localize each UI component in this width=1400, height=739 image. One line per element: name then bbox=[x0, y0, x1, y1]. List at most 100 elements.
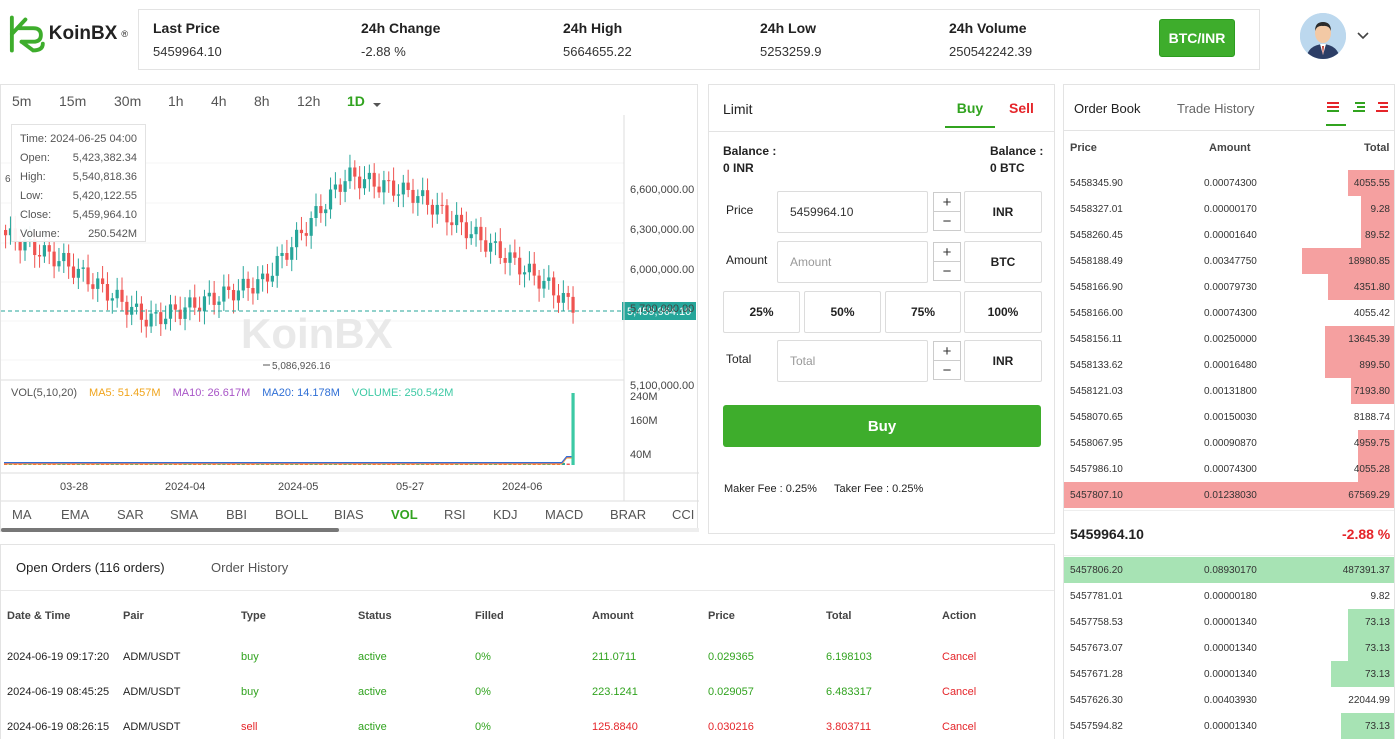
price-input[interactable]: 5459964.10 bbox=[777, 191, 928, 233]
order-book-row[interactable]: 5458260.45 0.00001640 89.52 bbox=[1064, 222, 1394, 248]
candle-body bbox=[222, 286, 226, 302]
total-input[interactable]: Total bbox=[777, 340, 928, 382]
book-price: 5458188.49 bbox=[1070, 256, 1123, 267]
timeframe-caret-icon[interactable] bbox=[372, 96, 382, 114]
total-minus-button[interactable]: − bbox=[933, 360, 961, 380]
ma10-legend: MA10: 26.617M bbox=[172, 387, 251, 399]
indicator-sma[interactable]: SMA bbox=[170, 507, 199, 522]
tab-buy[interactable]: Buy bbox=[945, 100, 995, 128]
order-book-row[interactable]: 5458070.65 0.00150030 8188.74 bbox=[1064, 404, 1394, 430]
indicator-bias[interactable]: BIAS bbox=[334, 507, 364, 522]
stat-last-price: Last Price 5459964.10 bbox=[153, 20, 222, 59]
chevron-down-icon[interactable] bbox=[1356, 28, 1370, 44]
timeframe-12h[interactable]: 12h bbox=[297, 93, 321, 109]
koinbx-logo[interactable]: KoinBX ® bbox=[8, 12, 128, 56]
candle-body bbox=[81, 267, 85, 269]
candle-body bbox=[91, 284, 95, 289]
book-total: 4055.42 bbox=[1353, 308, 1390, 319]
order-book-row[interactable]: 5458345.90 0.00074300 4055.55 bbox=[1064, 170, 1394, 196]
price-minus-button[interactable]: − bbox=[933, 211, 961, 231]
indicator-scroll-track[interactable] bbox=[1, 528, 699, 532]
indicator-sar[interactable]: SAR bbox=[117, 507, 144, 522]
pct-100-button[interactable]: 100% bbox=[964, 291, 1042, 333]
pct-25-button[interactable]: 25% bbox=[723, 291, 800, 333]
balance-inr-label: Balance : bbox=[723, 144, 777, 158]
balance-btc-value: 0 BTC bbox=[990, 161, 1025, 175]
order-book-row[interactable]: 5458156.11 0.00250000 13645.39 bbox=[1064, 326, 1394, 352]
order-book-row[interactable]: 5457806.20 0.08930170 487391.37 bbox=[1064, 557, 1394, 583]
candle-body bbox=[552, 277, 556, 296]
tab-sell[interactable]: Sell bbox=[1009, 100, 1034, 116]
indicator-cci[interactable]: CCI bbox=[672, 507, 695, 522]
tab-open-orders[interactable]: Open Orders (116 orders) bbox=[16, 560, 165, 575]
indicator-macd[interactable]: MACD bbox=[545, 507, 584, 522]
amount-unit: BTC bbox=[964, 241, 1042, 283]
tab-trade-history[interactable]: Trade History bbox=[1177, 101, 1255, 116]
cancel-order-button[interactable]: Cancel bbox=[942, 721, 977, 733]
book-amount: 0.00074300 bbox=[1204, 308, 1257, 319]
timeframe-1d[interactable]: 1D bbox=[347, 93, 365, 109]
candlestick-chart[interactable]: KoinBX 5,459,964.10 5,086,926.16 6 6,600… bbox=[1, 115, 699, 525]
order-book-row[interactable]: 5458327.01 0.00000170 9.28 bbox=[1064, 196, 1394, 222]
indicator-vol[interactable]: VOL bbox=[391, 507, 418, 522]
volume-bars bbox=[4, 393, 575, 465]
book-view-bids-icon[interactable] bbox=[1352, 100, 1366, 119]
order-book-row[interactable]: 5457986.10 0.00074300 4055.28 bbox=[1064, 456, 1394, 482]
cancel-order-button[interactable]: Cancel bbox=[942, 686, 977, 698]
order-book-row[interactable]: 5457673.07 0.00001340 73.13 bbox=[1064, 635, 1394, 661]
total-plus-button[interactable]: + bbox=[933, 341, 961, 361]
pct-75-button[interactable]: 75% bbox=[885, 291, 961, 333]
indicator-boll[interactable]: BOLL bbox=[275, 507, 309, 522]
book-price: 5458327.01 bbox=[1070, 204, 1123, 215]
amount-minus-button[interactable]: − bbox=[933, 261, 961, 281]
order-book-row[interactable]: 5458188.49 0.00347750 18980.85 bbox=[1064, 248, 1394, 274]
candle-body bbox=[372, 172, 376, 187]
book-price: 5457673.07 bbox=[1070, 643, 1123, 654]
book-view-both-icon[interactable] bbox=[1326, 100, 1346, 126]
orders-cell-date: 2024-06-19 09:17:20 bbox=[7, 651, 110, 663]
orders-cell-status: active bbox=[358, 721, 387, 733]
indicator-bbi[interactable]: BBI bbox=[226, 507, 247, 522]
order-book-row[interactable]: 5458067.95 0.00090870 4959.75 bbox=[1064, 430, 1394, 456]
indicator-scroll-thumb[interactable] bbox=[1, 528, 339, 532]
order-book-row[interactable]: 5458166.00 0.00074300 4055.42 bbox=[1064, 300, 1394, 326]
price-plus-button[interactable]: + bbox=[933, 192, 961, 212]
pct-50-button[interactable]: 50% bbox=[804, 291, 881, 333]
order-book-row[interactable]: 5458121.03 0.00131800 7193.80 bbox=[1064, 378, 1394, 404]
book-price: 5457806.20 bbox=[1070, 565, 1123, 576]
book-view-asks-icon[interactable] bbox=[1375, 100, 1389, 119]
order-book-row[interactable]: 5457626.30 0.00403930 22044.99 bbox=[1064, 687, 1394, 713]
order-book-row[interactable]: 5458133.62 0.00016480 899.50 bbox=[1064, 352, 1394, 378]
indicator-ema[interactable]: EMA bbox=[61, 507, 90, 522]
buy-submit-button[interactable]: Buy bbox=[723, 405, 1041, 447]
timeframe-15m[interactable]: 15m bbox=[59, 93, 87, 109]
candle-body bbox=[159, 312, 163, 325]
indicator-kdj[interactable]: KDJ bbox=[493, 507, 518, 522]
candle-body bbox=[139, 303, 143, 320]
cancel-order-button[interactable]: Cancel bbox=[942, 651, 977, 663]
order-book-row[interactable]: 5457807.10 0.01238030 67569.29 bbox=[1064, 482, 1394, 508]
book-amount: 0.00131800 bbox=[1204, 386, 1257, 397]
indicator-ma[interactable]: MA bbox=[12, 507, 32, 522]
order-type-label[interactable]: Limit bbox=[723, 101, 753, 117]
timeframe-5m[interactable]: 5m bbox=[12, 93, 32, 109]
depth-bar bbox=[1341, 713, 1394, 739]
indicator-rsi[interactable]: RSI bbox=[444, 507, 466, 522]
tab-order-book[interactable]: Order Book bbox=[1074, 101, 1141, 116]
order-book-row[interactable]: 5457758.53 0.00001340 73.13 bbox=[1064, 609, 1394, 635]
amount-input[interactable]: Amount bbox=[777, 241, 928, 283]
order-book-row[interactable]: 5458166.90 0.00079730 4351.80 bbox=[1064, 274, 1394, 300]
order-book-row[interactable]: 5457594.82 0.00001340 73.13 bbox=[1064, 713, 1394, 739]
amount-plus-button[interactable]: + bbox=[933, 242, 961, 262]
tab-order-history[interactable]: Order History bbox=[211, 560, 289, 575]
timeframe-30m[interactable]: 30m bbox=[114, 93, 142, 109]
indicator-brar[interactable]: BRAR bbox=[610, 507, 647, 522]
timeframe-1h[interactable]: 1h bbox=[168, 93, 184, 109]
order-book-row[interactable]: 5457671.28 0.00001340 73.13 bbox=[1064, 661, 1394, 687]
pair-selector-button[interactable]: BTC/INR bbox=[1159, 19, 1235, 57]
order-book-row[interactable]: 5457781.01 0.00000180 9.82 bbox=[1064, 583, 1394, 609]
candle-body bbox=[96, 278, 100, 289]
user-avatar[interactable] bbox=[1300, 13, 1346, 59]
timeframe-4h[interactable]: 4h bbox=[211, 93, 227, 109]
timeframe-8h[interactable]: 8h bbox=[254, 93, 270, 109]
